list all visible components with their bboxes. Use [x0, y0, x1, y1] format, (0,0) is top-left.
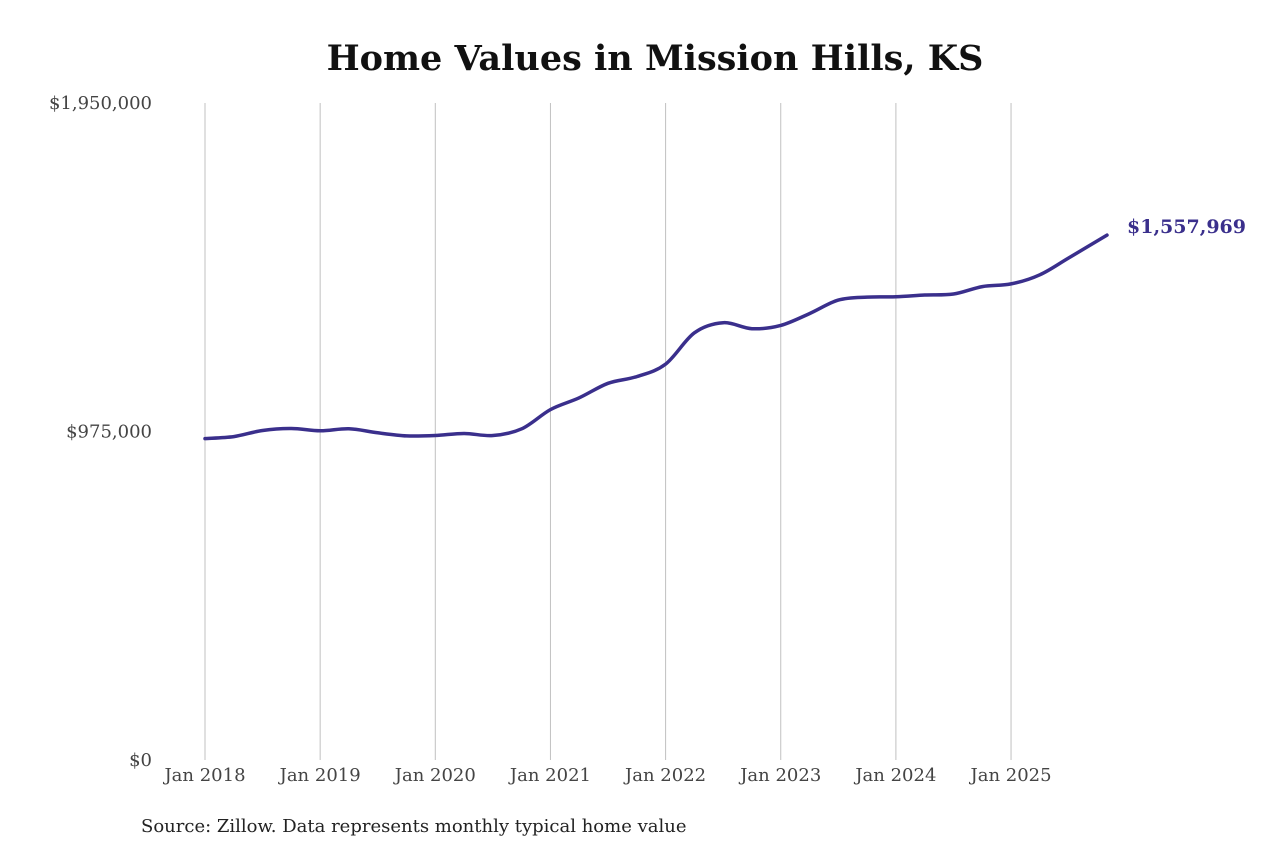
- series-layer: $1,557,969: [203, 216, 1246, 441]
- x-tick-label: Jan 2024: [853, 765, 936, 786]
- y-tick-label: $975,000: [66, 422, 152, 443]
- series-line: [203, 233, 1109, 441]
- x-tick-label: Jan 2018: [162, 765, 245, 786]
- y-tick-label: $1,950,000: [49, 93, 152, 114]
- x-tick-label: Jan 2020: [393, 765, 476, 786]
- chart-title: Home Values in Mission Hills, KS: [326, 38, 984, 79]
- x-tick-label: Jan 2025: [969, 765, 1052, 786]
- y-tick-label: $0: [129, 750, 152, 771]
- end-value-label: $1,557,969: [1127, 216, 1246, 238]
- x-tick-label: Jan 2023: [738, 765, 821, 786]
- source-note: Source: Zillow. Data represents monthly …: [141, 816, 687, 837]
- x-tick-label: Jan 2019: [278, 765, 361, 786]
- x-tick-label: Jan 2021: [508, 765, 591, 786]
- x-tick-label: Jan 2022: [623, 765, 706, 786]
- axis-ticks: Jan 2018 Jan 2019 Jan 2020 Jan 2021 Jan 2022…: [49, 93, 1052, 786]
